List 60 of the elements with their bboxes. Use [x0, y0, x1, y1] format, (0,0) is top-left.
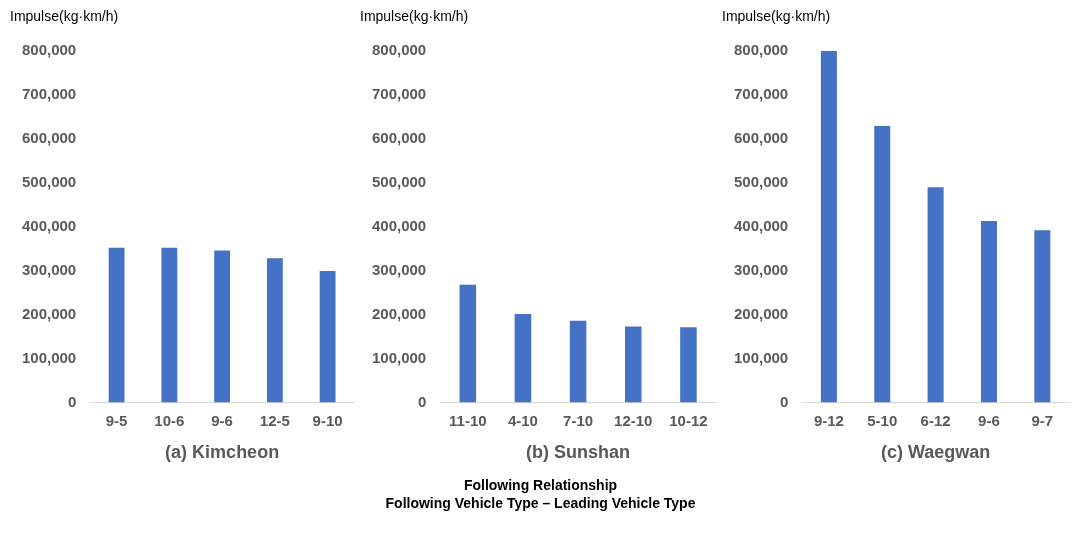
text: Following Relationship: [462, 476, 619, 494]
bar: [624, 326, 642, 403]
y-tick-label: 200,000: [21, 304, 77, 322]
y-tick-label: 200,000: [371, 304, 427, 322]
text: Following Vehicle Type – Leading Vehicle Type: [384, 494, 697, 512]
y-tick-label: 400,000: [371, 216, 427, 234]
y-tick-label: 700,000: [21, 85, 77, 103]
x-tick-label: 11-10: [449, 411, 487, 429]
y-axis-title: Impulse(kg·km/h): [9, 8, 120, 26]
y-tick-label: 400,000: [21, 216, 77, 234]
y-tick-label: 500,000: [733, 172, 789, 190]
x-tick-label: 10-12: [669, 411, 708, 429]
y-tick-label: 600,000: [21, 128, 77, 146]
x-tick-label: 9-6: [211, 411, 233, 429]
y-tick-label: 0: [67, 392, 77, 410]
y-tick-label: 200,000: [733, 304, 789, 322]
x-tick-label: 9-7: [1031, 411, 1054, 429]
y-axis-title: Impulse(kg·km/h): [359, 8, 470, 26]
x-axis-title: (c) Waegwan: [880, 442, 991, 463]
x-tick-label: 4-10: [507, 411, 538, 429]
x-axis-title: (b) Sunshan: [526, 442, 631, 463]
y-tick-label: 700,000: [371, 85, 427, 103]
x-tick-label: 9-6: [978, 411, 1000, 429]
bar: [820, 51, 837, 403]
x-tick-label: 9-5: [105, 411, 128, 429]
bar: [569, 320, 587, 403]
y-tick-label: 100,000: [21, 348, 77, 366]
bar: [874, 126, 891, 403]
x-tick-label: 12-10: [614, 411, 653, 429]
y-tick-label: 600,000: [733, 128, 789, 146]
x-axis-title: (a) Kimcheon: [165, 442, 280, 463]
bar: [980, 220, 997, 403]
x-tick-label: 10-6: [154, 411, 185, 429]
y-tick-label: 300,000: [733, 260, 789, 278]
bar: [459, 284, 477, 403]
y-tick-label: 600,000: [371, 128, 427, 146]
y-tick-label: 700,000: [733, 85, 789, 103]
y-tick-label: 500,000: [371, 172, 427, 190]
y-tick-label: 300,000: [371, 260, 427, 278]
y-tick-label: 800,000: [733, 41, 789, 59]
x-tick-label: 6-12: [920, 411, 951, 429]
x-tick-label: 9-12: [813, 411, 844, 429]
bar: [514, 314, 532, 403]
y-axis-title: Impulse(kg·km/h): [721, 8, 832, 26]
bar: [680, 327, 697, 403]
y-tick-label: 800,000: [21, 41, 77, 59]
y-tick-label: 100,000: [371, 348, 427, 366]
x-tick-label: 12-5: [259, 411, 290, 429]
y-tick-label: 0: [779, 392, 789, 410]
y-tick-label: 100,000: [733, 348, 789, 366]
y-tick-label: 0: [417, 392, 427, 410]
x-tick-label: 7-10: [563, 411, 594, 429]
x-tick-label: 9-10: [312, 411, 343, 429]
x-tick-label: 5-10: [867, 411, 898, 429]
bar: [927, 187, 944, 403]
bar: [1034, 230, 1051, 403]
y-tick-label: 400,000: [733, 216, 789, 234]
y-tick-label: 500,000: [21, 172, 77, 190]
y-tick-label: 800,000: [371, 41, 427, 59]
y-tick-label: 300,000: [21, 260, 77, 278]
